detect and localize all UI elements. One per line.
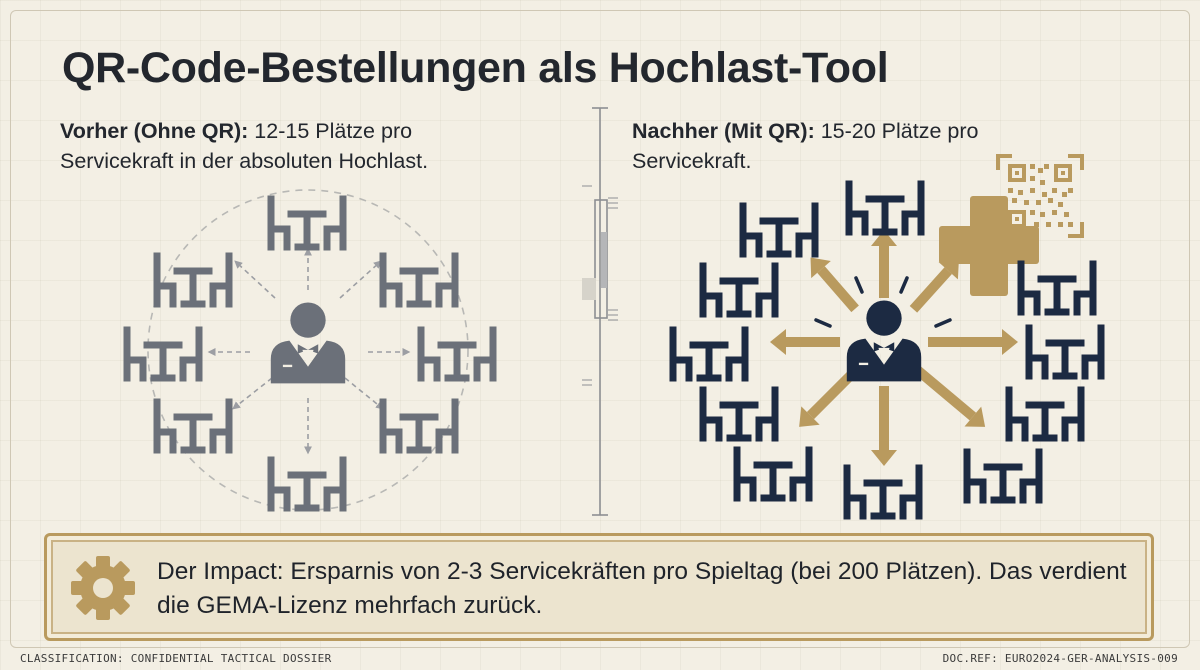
left-arrows [207, 247, 411, 455]
arrow-icon [799, 369, 857, 427]
table-icon [127, 330, 199, 378]
emphasis-lines [814, 276, 952, 328]
table-icon [673, 330, 745, 378]
table-icon [271, 199, 343, 247]
table-icon [703, 390, 775, 438]
arrow-icon [871, 230, 897, 298]
table-icon [743, 206, 815, 254]
before-caption: Vorher (Ohne QR): 12-15 Plätze pro Servi… [60, 116, 530, 176]
before-text: 12-15 Plätze pro Servicekraft in der abs… [60, 119, 429, 173]
footer-classification: CLASSIFICATION: CONFIDENTIAL TACTICAL DO… [20, 652, 332, 665]
impact-box: Der Impact: Ersparnis von 2-3 Servicekrä… [44, 533, 1154, 641]
after-label: Nachher (Mit QR): [632, 119, 815, 143]
page-title: QR-Code-Bestellungen als Hochlast-Tool [62, 44, 889, 92]
impact-text: Der Impact: Ersparnis von 2-3 Servicekrä… [157, 558, 1127, 619]
arrow-icon [914, 366, 986, 427]
footer-doc-ref: DOC.REF: EURO2024-GER-ANALYSIS-009 [942, 652, 1178, 665]
table-icon [1029, 328, 1101, 376]
table-icon [847, 468, 919, 516]
after-caption: Nachher (Mit QR): 15-20 Plätze pro Servi… [632, 116, 1102, 176]
table-icon [849, 184, 921, 232]
arrow-icon [909, 258, 959, 313]
table-icon [421, 330, 493, 378]
table-icon [157, 256, 229, 304]
qr-code-icon [996, 154, 1084, 238]
center-divider [582, 107, 618, 516]
table-icon [383, 402, 455, 450]
right-arrows [770, 230, 1018, 466]
arrow-icon [770, 329, 840, 355]
before-label: Vorher (Ohne QR): [60, 119, 249, 143]
waiter-icon [270, 302, 346, 384]
gear-icon [71, 556, 135, 620]
table-icon [967, 452, 1039, 500]
waiter-icon [846, 300, 922, 382]
arrow-icon [810, 257, 859, 313]
table-icon [271, 460, 343, 508]
table-icon [383, 256, 455, 304]
table-icon [1009, 390, 1081, 438]
table-icon [737, 450, 809, 498]
arrow-icon [871, 386, 897, 466]
plus-icon [939, 196, 1039, 296]
arrow-icon [928, 329, 1018, 355]
table-icon [703, 266, 775, 314]
table-icon [1021, 264, 1093, 312]
after-text: 15-20 Plätze pro Servicekraft. [632, 119, 979, 173]
